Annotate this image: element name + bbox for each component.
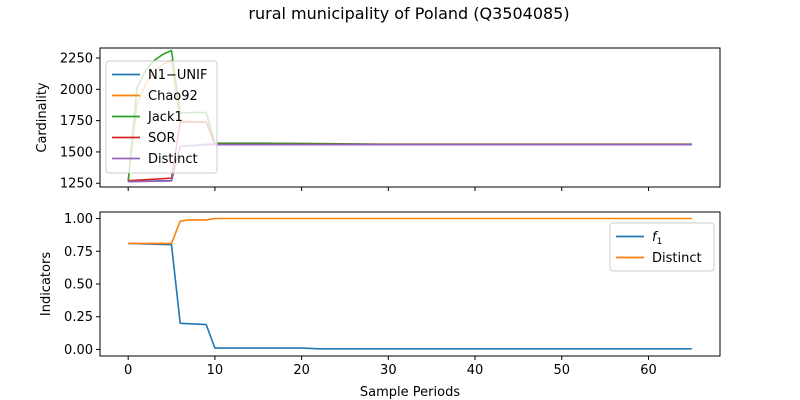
cardinality-y-tick-label: 1250	[60, 177, 93, 192]
cardinality-y-tick-label: 2250	[60, 52, 93, 67]
indicators-series-line-1	[128, 242, 692, 350]
indicators-y-tick-label: 0.50	[64, 278, 93, 293]
cardinality-legend: N1−UNIF Chao92 Jack1 SOR Distinct	[105, 60, 218, 174]
cardinality-y-axis-label: Cardinality	[35, 82, 50, 153]
cardinality-legend-box	[105, 60, 218, 174]
indicators-legend-box	[609, 222, 715, 272]
indicators-x-tick-label: 30	[380, 363, 397, 378]
cardinality-y-tick-label: 1750	[60, 114, 93, 129]
cardinality-y-tick-label: 1500	[60, 145, 93, 160]
indicators-y-tick-label: 0.75	[64, 245, 93, 260]
cardinality-panel: 1250 1500 1750 2000 2250 Cardinality N1−UNIF…	[35, 47, 721, 192]
indicators-x-tick-label: 10	[207, 363, 224, 378]
cardinality-legend-label-3: Jack1	[147, 110, 183, 125]
cardinality-axes-frame	[99, 47, 721, 188]
indicators-y-tick-label: 0.00	[64, 343, 93, 358]
indicators-x-tick-label: 0	[124, 363, 132, 378]
cardinality-legend-label-2: Chao92	[148, 89, 198, 104]
indicators-x-tick-label: 60	[640, 363, 657, 378]
indicators-panel: 0 10 20 30 40 50 60 0.00 0.25 0.50 0.75 1.00 Indica…	[39, 211, 721, 400]
indicators-x-tick-label: 50	[553, 363, 570, 378]
indicators-ticks: 0 10 20 30 40 50 60 0.00 0.25 0.50 0.75 1.00	[64, 212, 657, 378]
indicators-y-tick-label: 1.00	[64, 212, 93, 227]
cardinality-ticks: 1250 1500 1750 2000 2250	[60, 52, 649, 192]
indicators-legend-label-1: f1	[652, 230, 662, 247]
figure-title: rural municipality of Poland (Q3504085)	[248, 4, 569, 23]
cardinality-y-tick-label: 2000	[60, 83, 93, 98]
indicators-y-tick-label: 0.25	[64, 310, 93, 325]
indicators-legend: f1 Distinct	[609, 222, 715, 272]
indicators-lines	[128, 217, 692, 350]
indicators-x-axis-label: Sample Periods	[360, 385, 460, 400]
cardinality-legend-label-4: SOR	[148, 131, 176, 146]
cardinality-legend-label-5: Distinct	[148, 152, 198, 167]
indicators-y-axis-label: Indicators	[39, 252, 54, 316]
indicators-legend-label-2: Distinct	[652, 251, 702, 266]
cardinality-legend-label-1: N1−UNIF	[148, 68, 207, 83]
indicators-x-tick-label: 20	[293, 363, 310, 378]
indicators-x-tick-label: 40	[467, 363, 484, 378]
indicators-series-line-2	[128, 217, 692, 245]
